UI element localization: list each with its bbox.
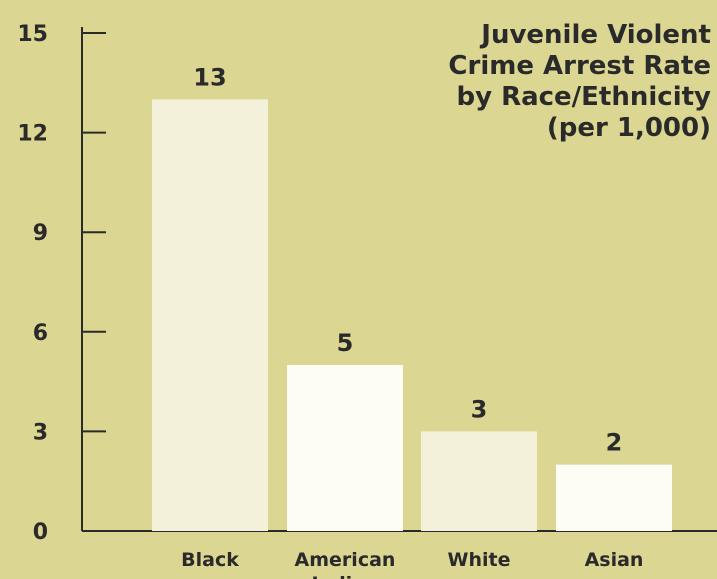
- data-label-2: 5: [337, 329, 354, 357]
- data-label-4: 2: [606, 429, 623, 457]
- bar-4: [556, 464, 672, 531]
- y-tick-label-6: 6: [33, 321, 48, 346]
- chart-title-line-3: by Race/Ethnicity: [456, 82, 711, 112]
- chart-title-line-2: Crime Arrest Rate: [448, 51, 711, 81]
- chart-title-line-4: (per 1,000): [546, 113, 711, 143]
- data-label-1: 13: [193, 63, 226, 91]
- y-tick-label-0: 0: [33, 520, 48, 545]
- data-label-3: 3: [471, 395, 488, 423]
- category-label-2-line-1: American: [295, 549, 396, 571]
- y-tick-label-12: 12: [17, 122, 48, 147]
- category-label-3: White: [448, 549, 511, 571]
- category-label-4: Asian: [585, 549, 644, 571]
- y-tick-label-9: 9: [33, 221, 48, 246]
- y-tick-label-15: 15: [17, 22, 48, 47]
- chart-title-line-1: Juvenile Violent: [481, 20, 711, 50]
- bar-2: [287, 365, 403, 531]
- category-label-1: Black: [181, 549, 239, 571]
- bar-1: [152, 99, 268, 532]
- category-label-2-line-2: Indian: [311, 573, 378, 579]
- y-tick-label-3: 3: [33, 420, 48, 445]
- bar-3: [421, 431, 537, 531]
- chart-title: Juvenile Violent Crime Arrest Rate by Ra…: [381, 20, 711, 144]
